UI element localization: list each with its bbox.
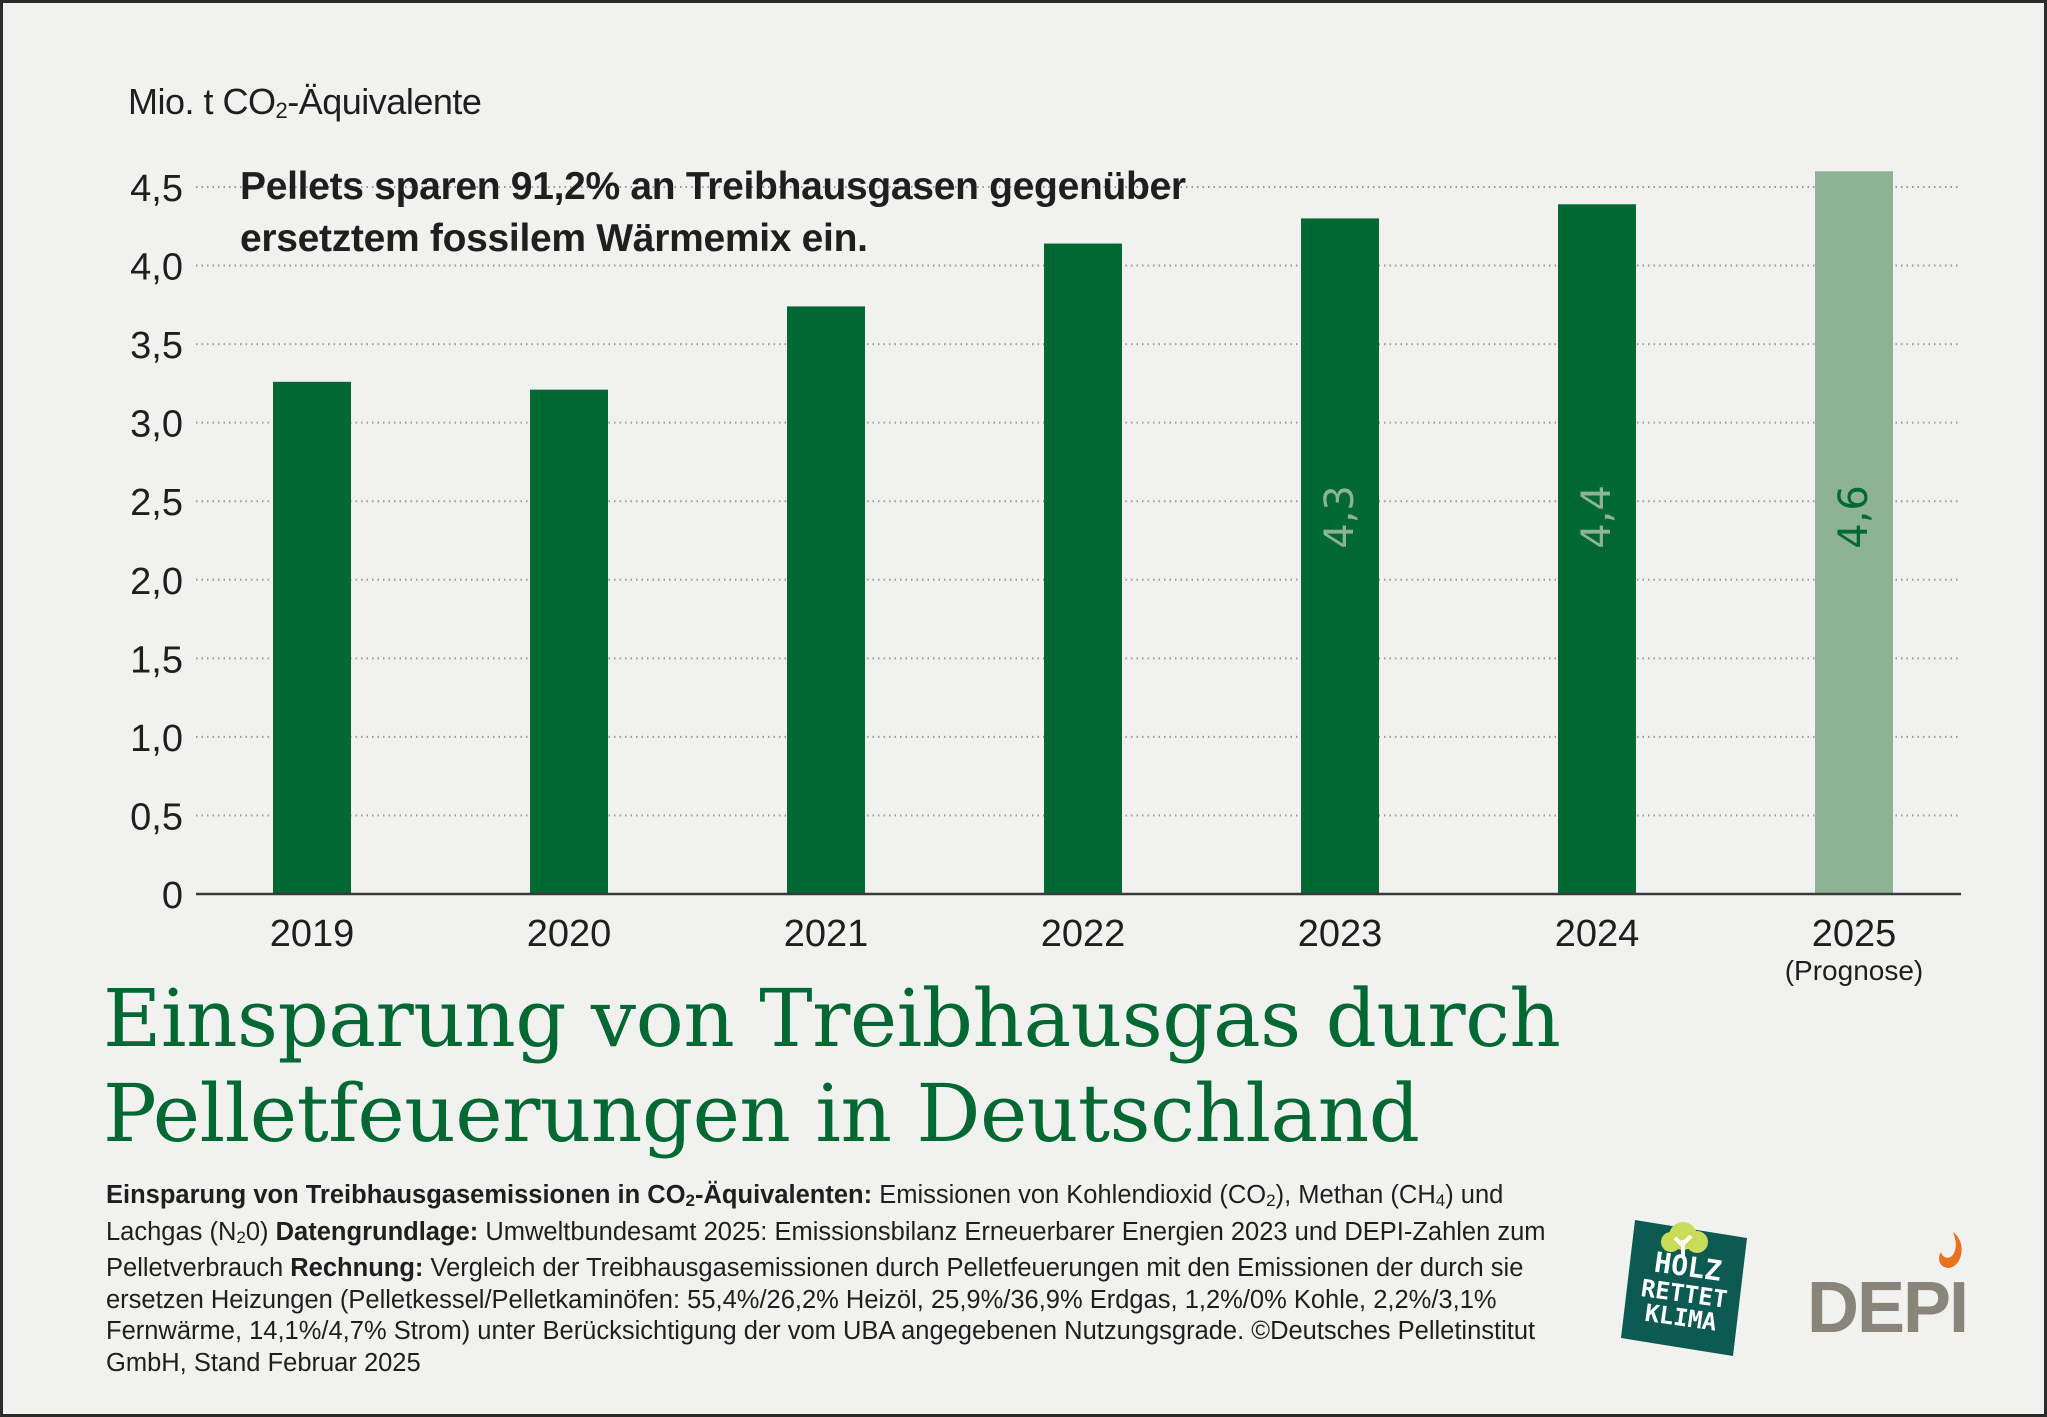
- y-axis-label-suffix: -Äquivalente: [287, 81, 482, 122]
- data-label: 4,4: [1574, 485, 1620, 549]
- notes-bold-segment: Rechnung:: [290, 1254, 424, 1282]
- y-axis-label-subscript: 2: [275, 98, 288, 123]
- x-tick-label: 2022: [1041, 913, 1126, 955]
- tree-icon: [1661, 1222, 1708, 1256]
- title-line-2: Pelletfeuerungen in Deutschland: [103, 1067, 1420, 1160]
- y-tick-label: 1,5: [130, 639, 183, 681]
- chart-title: Einsparung von Treibhausgas durch Pellet…: [103, 971, 1561, 1161]
- x-tick-label: 2021: [784, 913, 869, 955]
- notes-segment: ) und Lachgas (N: [106, 1181, 1504, 1246]
- headline-line-2: ersetztem fossilem Wärmemix ein.: [240, 217, 868, 260]
- notes-subscript: 2: [1266, 1191, 1276, 1210]
- data-label: 4,6: [1831, 485, 1877, 549]
- bar-2024: [1558, 204, 1636, 894]
- chart-headline: Pellets sparen 91,2% an Treibhausgasen g…: [240, 161, 1186, 265]
- data-label: 4,3: [1317, 485, 1363, 549]
- y-tick-label: 1,0: [130, 718, 183, 760]
- holz-logo-background: [1621, 1220, 1747, 1356]
- notes-subscript: 4: [1435, 1191, 1446, 1210]
- notes-segment: Emissionen von Kohlendioxid (CO: [872, 1181, 1267, 1209]
- bar-chart: 0 0,5 1,0 1,5 2,0 2,5 3,0 3,5 4,0 4,5 2019 2020 2021…: [130, 168, 1961, 986]
- bar-2023: [1301, 218, 1379, 894]
- bar-2019: [273, 381, 351, 895]
- depi-logo: DEPI: [1807, 1232, 1969, 1348]
- holz-rettet-klima-logo: HOLZ RETTET KLIMA: [1621, 1220, 1747, 1356]
- notes-bold-segment: Einsparung von Treibhausgasemissionen in…: [106, 1181, 686, 1209]
- bar-2025: [1815, 171, 1893, 895]
- headline-line-1: Pellets sparen 91,2% an Treibhausgasen g…: [240, 165, 1186, 208]
- y-axis-label-prefix: Mio. t CO: [128, 81, 276, 122]
- y-tick-label: 2,5: [130, 482, 183, 524]
- methodology-notes: Einsparung von Treibhausgasemissionen in…: [106, 1180, 1556, 1379]
- y-tick-label: 3,5: [130, 325, 183, 367]
- notes-segment: Vergleich der Treibhausgasemissionen dur…: [106, 1254, 1536, 1377]
- y-tick-label: 2,0: [130, 561, 183, 603]
- y-tick-label: 4,0: [130, 247, 183, 289]
- depi-logo-text: DEPI: [1807, 1268, 1967, 1348]
- x-tick-label: 2024: [1555, 913, 1640, 955]
- notes-bold-segment: Datengrundlage:: [275, 1217, 479, 1246]
- title-line-1: Einsparung von Treibhausgas durch: [103, 972, 1561, 1065]
- notes-subscript: 2: [685, 1191, 696, 1210]
- bar-2020: [530, 389, 608, 894]
- y-tick-label: 3,0: [130, 404, 183, 446]
- notes-bold-segment: -Äquivalenten:: [695, 1181, 873, 1209]
- y-tick-label: 4,5: [130, 168, 183, 210]
- bar-2022: [1044, 243, 1122, 894]
- x-tick-sublabel: (Prognose): [1785, 955, 1924, 986]
- x-tick-label: 2023: [1298, 913, 1383, 955]
- y-tick-label: 0: [162, 875, 183, 917]
- bar-2021: [787, 306, 865, 895]
- flame-icon: [1939, 1232, 1962, 1268]
- x-tick-label: 2020: [527, 913, 612, 955]
- notes-segment: ), Methan (CH: [1275, 1181, 1436, 1209]
- notes-subscript: 2: [236, 1227, 246, 1247]
- notes-segment: 0): [245, 1217, 276, 1246]
- notes-segment: Umweltbundesamt 2025: Emissionsbilanz Er…: [106, 1217, 1546, 1283]
- x-tick-label: 2025: [1812, 913, 1897, 955]
- x-tick-label: 2019: [270, 913, 355, 955]
- y-tick-label: 0,5: [130, 796, 183, 838]
- y-axis-label: Mio. t CO2-Äquivalente: [128, 81, 482, 124]
